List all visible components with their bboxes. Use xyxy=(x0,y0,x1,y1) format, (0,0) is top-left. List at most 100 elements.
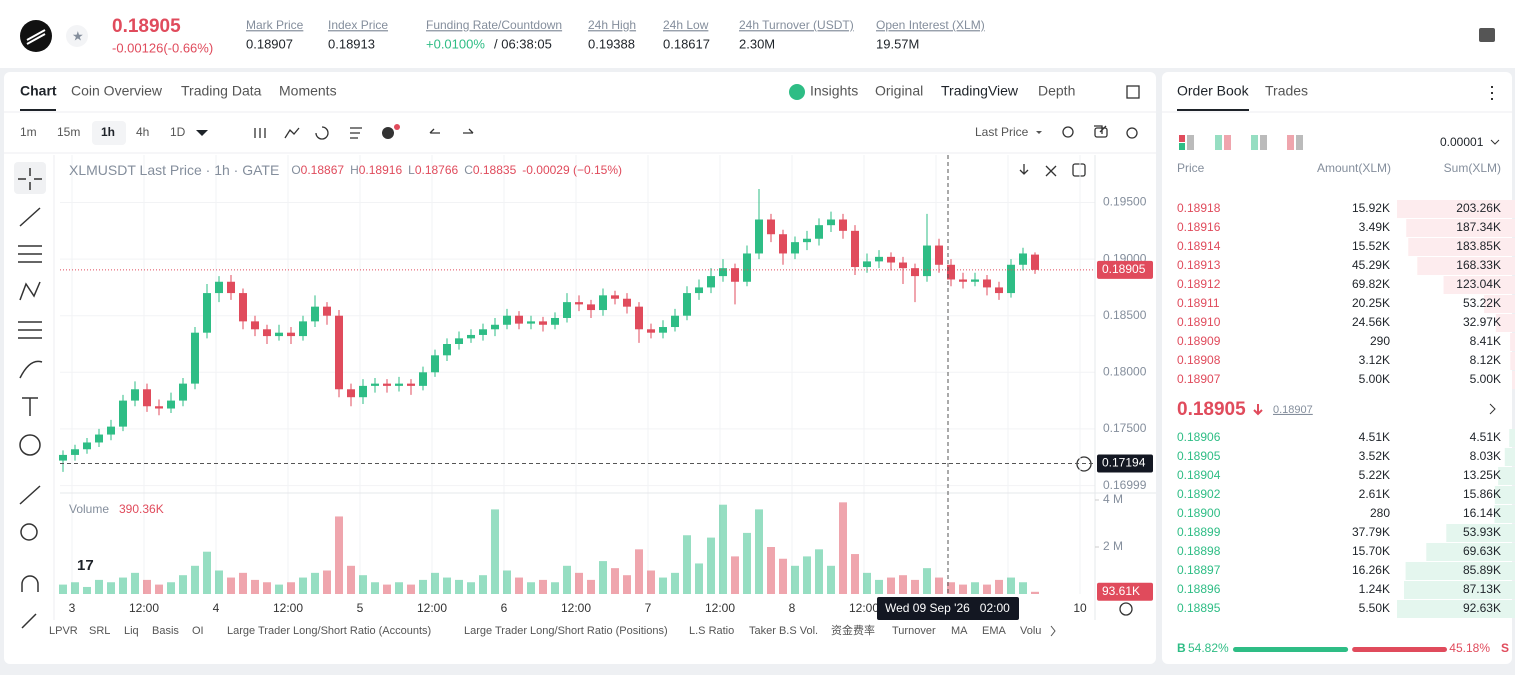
interval[interactable]: 15m xyxy=(57,125,80,139)
depth-bar xyxy=(1446,524,1515,542)
indicator[interactable]: MA xyxy=(951,625,968,637)
candle-body xyxy=(215,281,223,294)
volume-bar xyxy=(527,582,535,594)
ohlc-label: C xyxy=(464,163,473,177)
expand-arrow[interactable] xyxy=(1489,403,1496,415)
candle-body xyxy=(407,383,415,386)
chart-tab[interactable]: Moments xyxy=(279,83,337,99)
book-price[interactable]: 0.18897 xyxy=(1177,563,1221,577)
chart-tab[interactable]: Coin Overview xyxy=(71,83,163,99)
book-price[interactable]: 0.18916 xyxy=(1177,220,1221,234)
precision[interactable]: 0.00001 xyxy=(1440,135,1484,149)
view-tab[interactable]: Original xyxy=(875,83,923,99)
candle-body xyxy=(83,442,91,450)
view-tab[interactable]: Depth xyxy=(1038,83,1075,99)
volume-bar xyxy=(239,572,247,594)
indicator[interactable]: Large Trader Long/Short Ratio (Accounts) xyxy=(227,625,431,637)
crosshair-price-box xyxy=(1097,454,1153,473)
book-price[interactable]: 0.18900 xyxy=(1177,506,1221,520)
volume-bar xyxy=(827,565,835,594)
candle-body xyxy=(287,332,295,337)
interval[interactable]: 1D xyxy=(170,125,186,139)
interval[interactable]: 4h xyxy=(136,125,149,139)
indicator[interactable]: LPVR xyxy=(49,625,78,637)
view-tab[interactable]: Insights xyxy=(810,83,858,99)
indicator[interactable]: L.S Ratio xyxy=(689,625,734,637)
book-price[interactable]: 0.18904 xyxy=(1177,468,1221,482)
candle-body xyxy=(803,238,811,243)
book-price[interactable]: 0.18908 xyxy=(1177,353,1221,367)
view-tab[interactable]: TradingView xyxy=(941,83,1019,99)
interval[interactable]: 1h xyxy=(101,125,115,139)
volume-bar xyxy=(1031,591,1039,594)
indicator[interactable]: Large Trader Long/Short Ratio (Positions… xyxy=(464,625,668,637)
book-price[interactable]: 0.18905 xyxy=(1177,449,1221,463)
indicator[interactable]: Taker B.S Vol. xyxy=(749,625,818,637)
book-price[interactable]: 0.18898 xyxy=(1177,544,1221,558)
candle-body xyxy=(875,256,883,262)
indicator-add[interactable] xyxy=(382,127,394,139)
candle-body xyxy=(527,321,535,324)
tool-selected xyxy=(14,162,46,194)
book-amount: 37.79K xyxy=(1352,525,1390,539)
book-amount: 4.51K xyxy=(1359,430,1390,444)
last-volume-label: 93.61K xyxy=(1102,584,1140,598)
book-tab[interactable]: Trades xyxy=(1265,83,1308,99)
indicator[interactable]: SRL xyxy=(89,625,110,637)
book-price[interactable]: 0.18912 xyxy=(1177,277,1221,291)
chart-tab[interactable]: Trading Data xyxy=(181,83,262,99)
buy-ratio: 54.82% xyxy=(1188,641,1229,655)
candle-body xyxy=(419,372,427,386)
interval[interactable]: 1m xyxy=(20,125,37,139)
book-layout-icons[interactable] xyxy=(1179,135,1303,150)
volume-bar xyxy=(371,582,379,594)
book-price[interactable]: 0.18913 xyxy=(1177,258,1221,272)
book-tab[interactable]: Order Book xyxy=(1177,83,1250,99)
book-price[interactable]: 0.18906 xyxy=(1177,430,1221,444)
chart-panel xyxy=(4,72,1156,664)
indicator[interactable]: Volu xyxy=(1020,625,1041,637)
book-price[interactable]: 0.18899 xyxy=(1177,525,1221,539)
book-icon[interactable] xyxy=(1479,28,1495,42)
price-source[interactable]: Last Price xyxy=(975,125,1029,139)
book-price[interactable]: 0.18896 xyxy=(1177,582,1221,596)
book-price[interactable]: 0.18902 xyxy=(1177,487,1221,501)
candle-body xyxy=(839,219,847,231)
mark-price: 0.18907 xyxy=(1273,404,1313,416)
book-sum: 85.89K xyxy=(1463,563,1501,577)
indicator[interactable]: EMA xyxy=(982,625,1007,637)
indicator[interactable]: Turnover xyxy=(892,625,936,637)
chart-controls[interactable] xyxy=(254,85,1140,616)
precision-arrow[interactable] xyxy=(1490,139,1500,145)
depth-bar xyxy=(1426,543,1515,561)
book-price[interactable]: 0.18895 xyxy=(1177,601,1221,615)
book-price[interactable]: 0.18907 xyxy=(1177,372,1221,386)
y-tick-label: 0.17500 xyxy=(1103,421,1147,435)
book-amount: 5.50K xyxy=(1359,601,1390,615)
x-tick-label: 10 xyxy=(1073,601,1087,615)
favorite-button[interactable] xyxy=(66,25,88,47)
book-price[interactable]: 0.18910 xyxy=(1177,315,1221,329)
book-price[interactable]: 0.18909 xyxy=(1177,334,1221,348)
book-price[interactable]: 0.18911 xyxy=(1177,296,1220,310)
book-price[interactable]: 0.18914 xyxy=(1177,239,1221,253)
volume-bar xyxy=(155,584,163,594)
stat-value: +0.0100% xyxy=(426,36,485,51)
book-sum: 187.34K xyxy=(1456,220,1501,234)
indicator[interactable]: 资金费率 xyxy=(831,623,875,637)
dropdown-arrow[interactable] xyxy=(196,130,208,136)
indicator[interactable]: OI xyxy=(192,625,204,637)
book-sum: 123.04K xyxy=(1456,277,1501,291)
depth-bar xyxy=(1494,505,1515,523)
book-sum: 15.86K xyxy=(1463,487,1501,501)
stat-label: Index Price xyxy=(328,18,388,32)
book-amount: 280 xyxy=(1370,506,1390,520)
book-price[interactable]: 0.18918 xyxy=(1177,201,1221,215)
stat-value: 19.57M xyxy=(876,36,919,51)
indicator[interactable]: Basis xyxy=(152,625,179,637)
indicator[interactable]: Liq xyxy=(124,625,139,637)
chart-tab[interactable]: Chart xyxy=(20,83,57,99)
stat-value: 0.19388 xyxy=(588,36,635,51)
candle-body xyxy=(923,245,931,277)
stat-label: 24h High xyxy=(588,18,636,32)
